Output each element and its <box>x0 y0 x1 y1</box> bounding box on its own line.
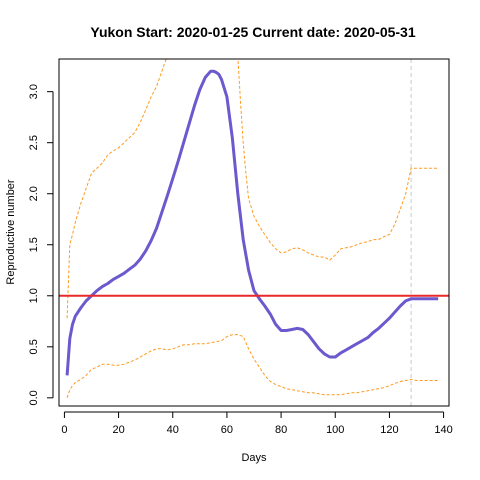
y-axis-label: Reproductive number <box>5 179 17 285</box>
y-tick-label: 1.5 <box>28 237 40 252</box>
chart-title: Yukon Start: 2020-01-25 Current date: 20… <box>90 24 415 40</box>
series-line-lower-bound-3 <box>67 335 438 398</box>
x-tick-label: 0 <box>61 424 67 436</box>
x-axis-label: Days <box>241 452 267 464</box>
x-tick-label: 100 <box>326 424 344 436</box>
y-axis: 0.0 0.5 1.0 1.5 2.0 2.5 3.0 <box>28 84 53 405</box>
x-axis: 0 20 40 60 80 100 120 140 <box>61 412 452 436</box>
x-tick-label: 60 <box>221 424 233 436</box>
x-tick-label: 140 <box>434 424 452 436</box>
y-tick-label: 2.5 <box>28 135 40 150</box>
series-line-upper-bound-2 <box>238 56 438 260</box>
plot-content <box>59 56 449 406</box>
x-tick-label: 120 <box>380 424 398 436</box>
y-tick-label: 0.0 <box>28 390 40 405</box>
y-tick-label: 2.0 <box>28 186 40 201</box>
y-tick-label: 1.0 <box>28 288 40 303</box>
y-tick-label: 3.0 <box>28 84 40 99</box>
plot-frame <box>59 59 449 406</box>
x-tick-label: 80 <box>275 424 287 436</box>
x-tick-label: 40 <box>167 424 179 436</box>
y-tick-label: 0.5 <box>28 339 40 354</box>
x-tick-label: 20 <box>112 424 124 436</box>
series-line-estimate <box>67 71 438 375</box>
